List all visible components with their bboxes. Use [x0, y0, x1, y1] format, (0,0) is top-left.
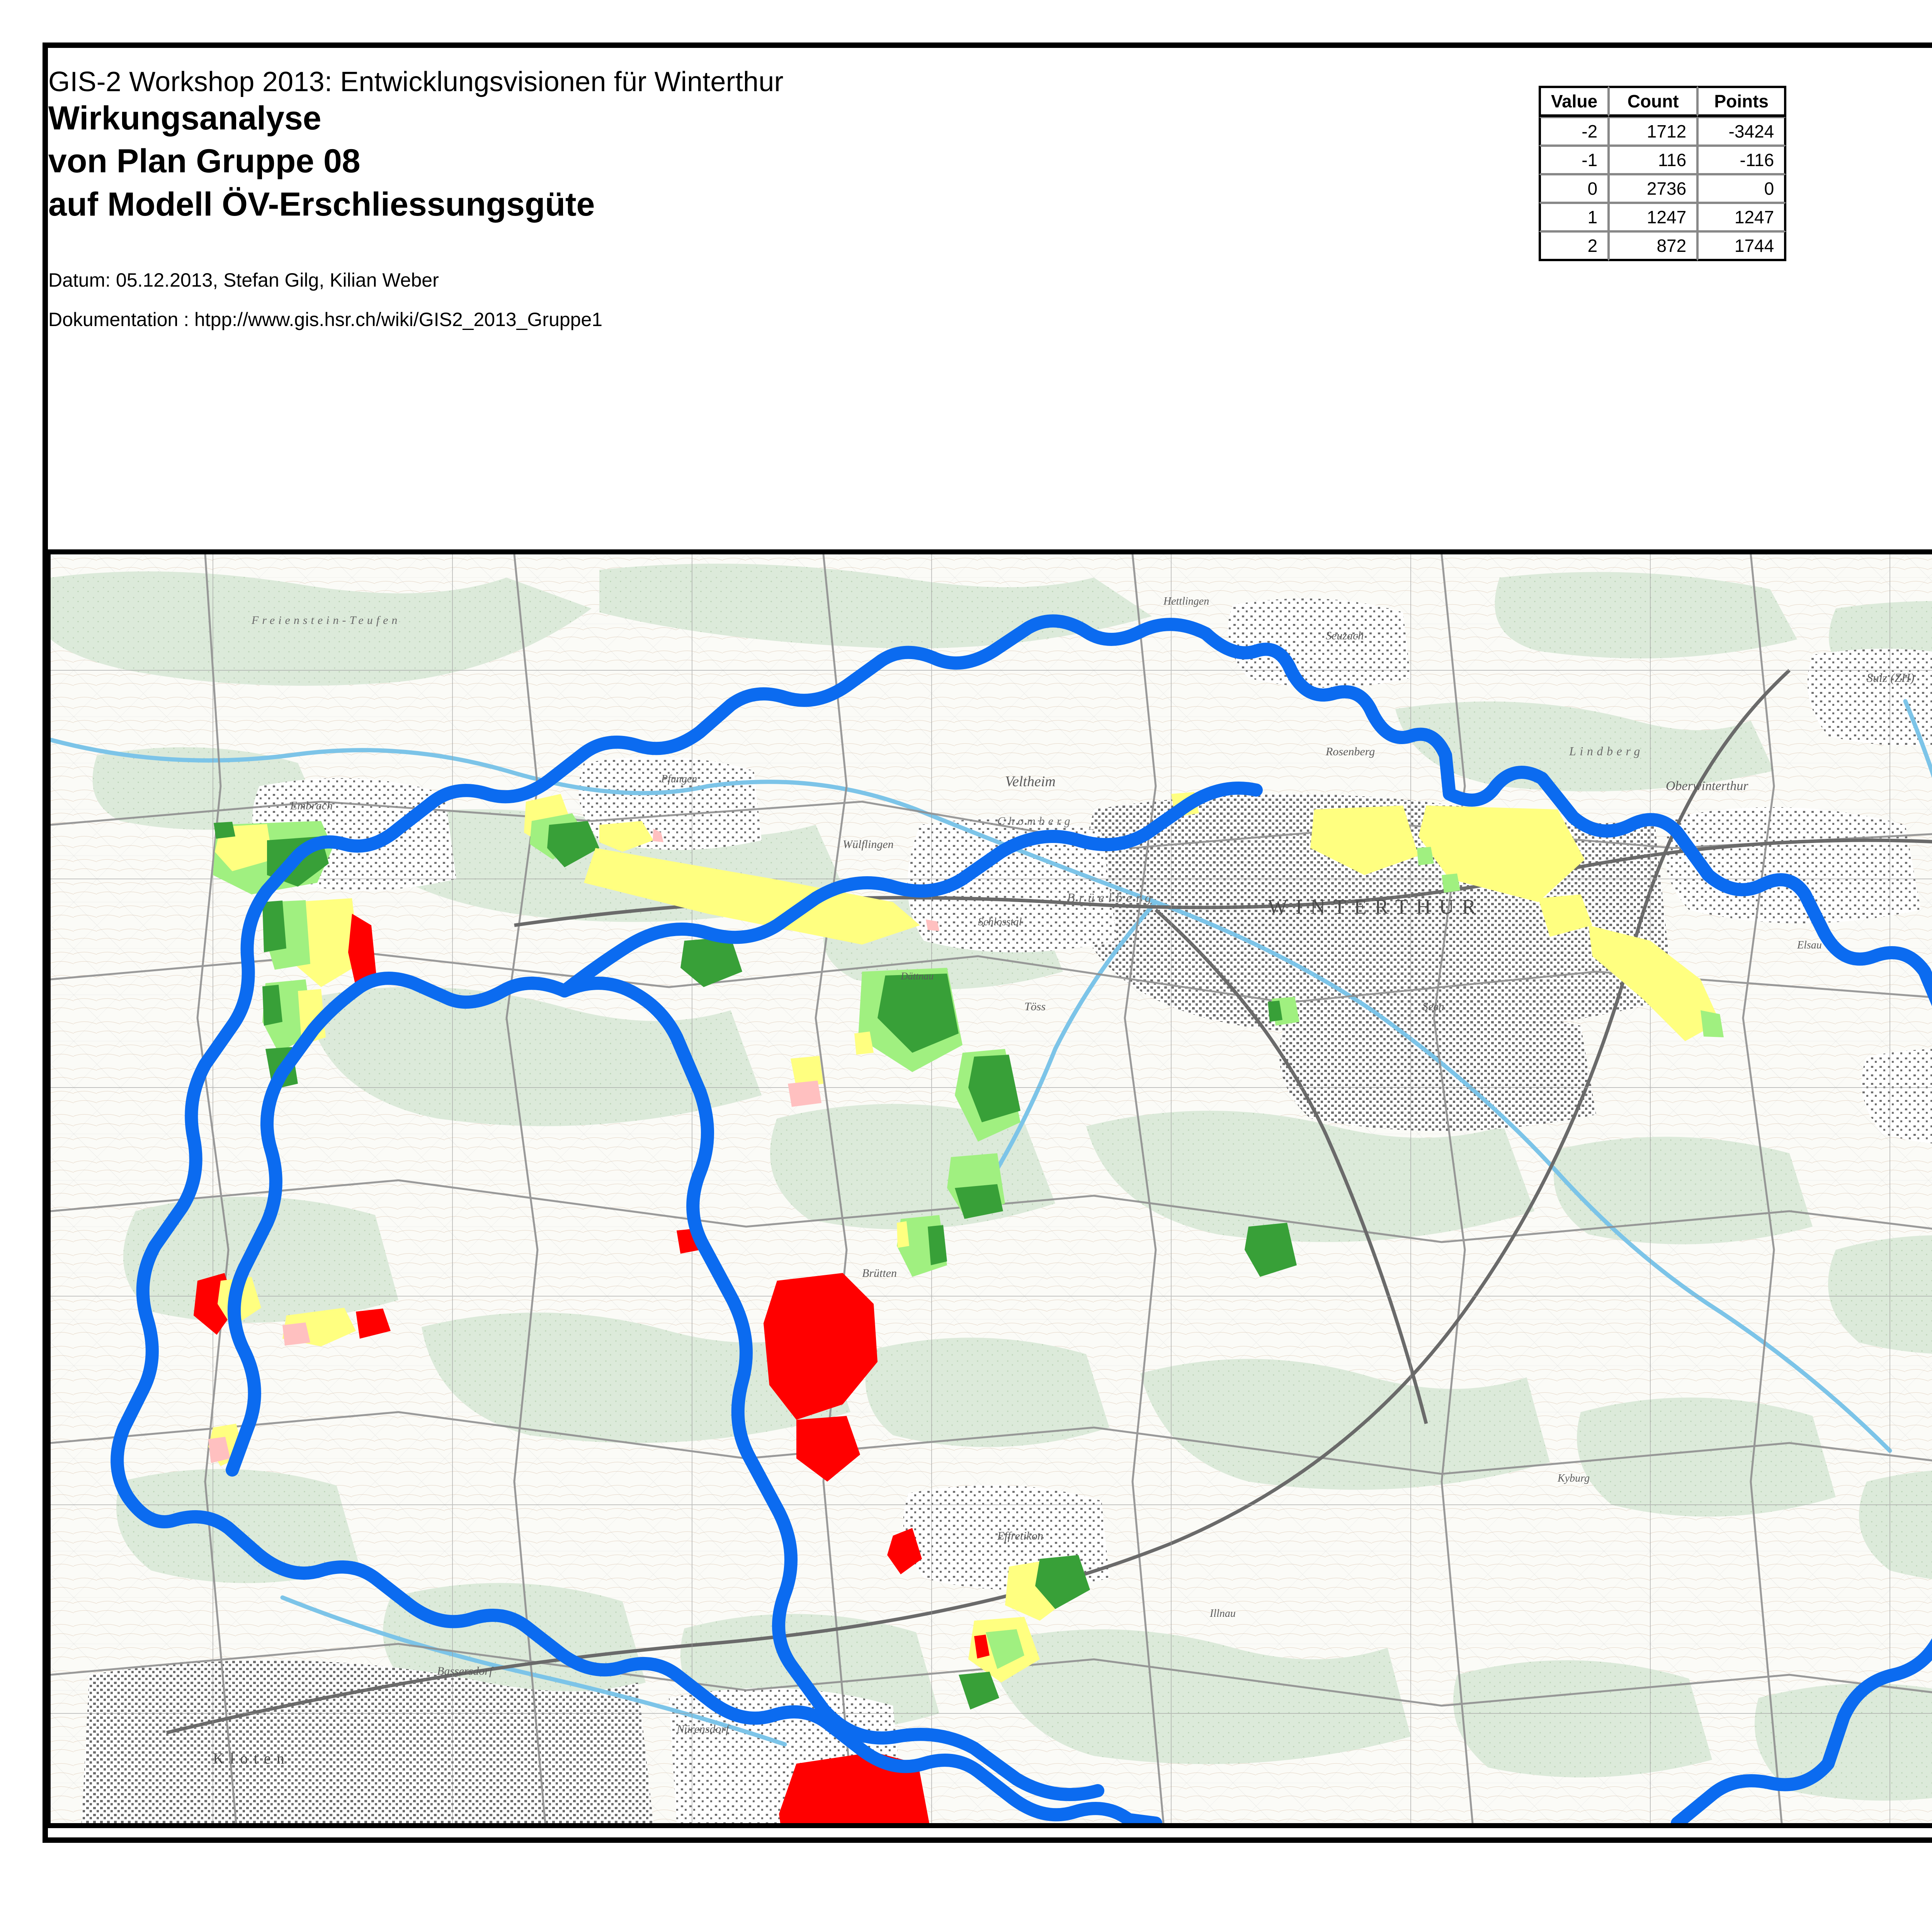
table-row: 1 1247 1247: [1539, 203, 1787, 231]
date-authors-line: Datum: 05.12.2013, Stefan Gilg, Kilian W…: [48, 269, 439, 291]
cell-points: -3424: [1697, 117, 1787, 146]
map-frame[interactable]: WINTERTHUR Veltheim Rosenberg Oberwinterthu…: [46, 549, 1932, 1828]
workshop-subtitle: GIS-2 Workshop 2013: Entwicklungsvisione…: [48, 66, 784, 97]
map-place-label: Embrach: [290, 799, 333, 812]
cell-points: 1744: [1697, 231, 1787, 261]
impact-polygons: [194, 792, 1724, 1823]
map-place-label: Brütten: [862, 1267, 897, 1280]
map-place-label: Freienstein-Teufen: [251, 614, 401, 627]
impact-cluster-veltheim: [524, 794, 939, 987]
impact-cluster-winterthur-core: [788, 968, 1297, 1277]
cell-value: 0: [1539, 174, 1609, 203]
main-title-line-2: von Plan Gruppe 08: [48, 143, 361, 180]
main-title-line-1: Wirkungsanalyse: [48, 99, 321, 137]
map-place-label: Pfungen: [661, 773, 697, 785]
cell-points: 1247: [1697, 203, 1787, 231]
documentation-line: Dokumentation : htpp://www.gis.hsr.ch/wi…: [48, 309, 603, 331]
stats-table: Value Count Points -2 1712 -3424 -1 116 …: [1539, 86, 1787, 261]
map-place-label: Bassersdorf: [437, 1665, 494, 1677]
map-place-label: Kloten: [213, 1750, 290, 1767]
map-place-label: Hettlingen: [1163, 595, 1209, 607]
map-place-label: Schlosstal: [978, 916, 1022, 928]
table-row: -1 116 -116: [1539, 146, 1787, 174]
cell-count: 2736: [1609, 174, 1698, 203]
cell-count: 116: [1609, 146, 1698, 174]
map-place-label: Töss: [1024, 1000, 1046, 1013]
table-row: -2 1712 -3424: [1539, 117, 1787, 146]
column-header-points: Points: [1697, 86, 1787, 117]
table-row: 0 2736 0: [1539, 174, 1787, 203]
cell-value: -2: [1539, 117, 1609, 146]
cell-count: 1247: [1609, 203, 1698, 231]
map-place-label: Oberwinterthur: [1666, 779, 1748, 793]
impact-cluster-seen: [887, 1528, 1090, 1710]
column-header-count: Count: [1609, 86, 1698, 117]
map-place-label: Brüelberg: [1067, 891, 1155, 905]
map-place-label: Illnau: [1209, 1608, 1236, 1620]
map-place-label: Lindberg: [1569, 744, 1644, 758]
cell-count: 872: [1609, 231, 1698, 261]
map-place-label: Seuzach: [1326, 629, 1364, 642]
table-header-row: Value Count Points: [1539, 86, 1787, 117]
map-place-label: Seen: [1422, 1000, 1444, 1013]
impact-cluster-oberwinterthur: [1310, 806, 1724, 1041]
impact-cluster-northwest: [213, 821, 377, 1089]
map-place-label: Sulz (ZH): [1867, 671, 1915, 685]
cell-points: 0: [1697, 174, 1787, 203]
map-place-label: Elsau: [1797, 939, 1822, 951]
cell-value: 1: [1539, 203, 1609, 231]
map-place-label: Rosenberg: [1325, 745, 1375, 758]
map-place-label: WINTERTHUR: [1268, 895, 1484, 918]
map-place-label: Kyburg: [1557, 1472, 1590, 1484]
map-place-labels: WINTERTHUR Veltheim Rosenberg Oberwinterthu…: [213, 595, 1915, 1767]
impact-cluster-red-central: [764, 1273, 878, 1482]
meta-block: Datum: 05.12.2013, Stefan Gilg, Kilian W…: [48, 260, 1478, 340]
cell-count: 1712: [1609, 117, 1698, 146]
municipal-boundary: [111, 614, 1932, 1823]
map-place-label: Veltheim: [1005, 773, 1056, 790]
title-block: GIS-2 Workshop 2013: Entwicklungsvisione…: [48, 66, 1478, 340]
map-place-label: Effretikon: [997, 1530, 1043, 1542]
map-place-label: Dättnau: [900, 970, 934, 982]
map-canvas[interactable]: WINTERTHUR Veltheim Rosenberg Oberwinterthu…: [51, 554, 1932, 1823]
column-header-value: Value: [1539, 86, 1609, 117]
map-place-label: Nürensdorf: [676, 1723, 730, 1735]
map-place-label: Wülflingen: [843, 838, 894, 851]
cell-points: -116: [1697, 146, 1787, 174]
table-row: 2 872 1744: [1539, 231, 1787, 261]
cell-value: -1: [1539, 146, 1609, 174]
map-place-label: Chomberg: [997, 815, 1074, 828]
cell-value: 2: [1539, 231, 1609, 261]
main-title-line-3: auf Modell ÖV-Erschliessungsgüte: [48, 186, 595, 223]
